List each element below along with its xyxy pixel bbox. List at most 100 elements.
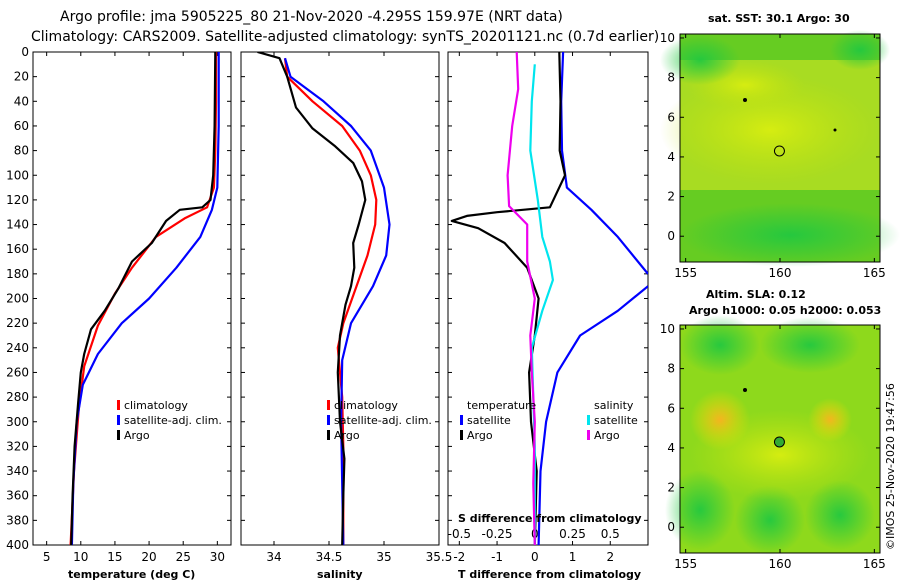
- series-line-satellite-adj-clim-: [283, 57, 391, 545]
- depth-tick-label: 340: [6, 464, 29, 478]
- x-tick-label: 35: [376, 550, 391, 564]
- depth-tick-label: 240: [6, 341, 29, 355]
- map-x-tick-label: 160: [769, 557, 792, 571]
- map-x-tick-label: 160: [769, 266, 792, 280]
- salinity-panel-frame: [240, 51, 440, 546]
- depth-tick-label: 60: [14, 119, 29, 133]
- difference-panel: -2 -1 0 1 2-0.5 -0.25 0 0.25 0.5: [448, 51, 648, 564]
- legend-swatch-t-satellite: [460, 415, 463, 425]
- difference-x2label: S difference from climatology: [458, 512, 642, 525]
- legend-swatch-argo: [117, 430, 120, 440]
- temperature-panel: 5 10 15 20 25 30: [33, 51, 231, 564]
- series-line-t-satellite-lower: [537, 285, 648, 545]
- island-marker: [743, 98, 747, 102]
- legend-label-s-satellite: satellite: [594, 414, 638, 427]
- x-tick-label: 34: [266, 550, 281, 564]
- x-tick-label: 15: [107, 550, 122, 564]
- map-x-tick-label: 165: [863, 266, 886, 280]
- island-marker: [743, 388, 747, 392]
- depth-tick-labels: 0 20 40 60 80 100 120 140 160 180 200 220 240 260 280 3…: [6, 45, 29, 552]
- legend-label-argo: Argo: [334, 429, 360, 442]
- x-tick-label: 34.5: [316, 550, 343, 564]
- legend-label-t-argo: Argo: [467, 429, 493, 442]
- legend-swatch-climatology: [327, 400, 330, 410]
- legend-label-s-argo: Argo: [594, 429, 620, 442]
- map-y-tick-label: 2: [667, 481, 675, 495]
- sla-low-patch: [805, 480, 875, 550]
- legend-swatch-climatology: [117, 400, 120, 410]
- series-line-climatology: [69, 52, 218, 545]
- x-tick-label: -2: [453, 550, 465, 564]
- x-tick-label: 1: [569, 550, 577, 564]
- map-y-tick-label: 6: [667, 401, 675, 415]
- sla-argo-location-marker: [773, 436, 785, 448]
- series-line-argo: [257, 52, 367, 545]
- map-y-tick-label: 10: [660, 31, 675, 45]
- salinity-legend: climatology satellite-adj. clim. Argo: [327, 399, 432, 442]
- x2-tick-label: -0.25: [482, 527, 513, 541]
- x-tick-label: 35.5: [426, 550, 453, 564]
- depth-tick-label: 80: [14, 144, 29, 158]
- series-group: [69, 52, 220, 545]
- header-line-1: Argo profile: jma 5905225_80 21-Nov-2020…: [60, 9, 563, 25]
- series-group: [257, 52, 391, 545]
- legend-title-temperature: temperature: [467, 399, 536, 412]
- x-tick-label: 10: [73, 550, 88, 564]
- map-y-tick-label: 8: [667, 71, 675, 85]
- legend-label-climatology: climatology: [124, 399, 188, 412]
- temperature-xlabel: temperature (deg C): [68, 568, 195, 580]
- sst-cool-patch: [680, 203, 900, 267]
- legend-label-argo: Argo: [124, 429, 150, 442]
- legend-swatch-satellite: [327, 415, 330, 425]
- map-y-tick-label: 2: [667, 190, 675, 204]
- legend-swatch-satellite: [117, 415, 120, 425]
- legend-label-satellite: satellite-adj. clim.: [334, 414, 432, 427]
- depth-tick-label: 100: [6, 168, 29, 182]
- map-y-tick-label: 8: [667, 362, 675, 376]
- depth-tick-label: 280: [6, 390, 29, 404]
- map-y-tick-label: 4: [667, 150, 675, 164]
- depth-tick-label: 260: [6, 365, 29, 379]
- header-line-2: Climatology: CARS2009. Satellite-adjuste…: [31, 29, 659, 45]
- x-tick-label: 0: [531, 550, 539, 564]
- x-tick-label: -1: [491, 550, 503, 564]
- legend-title-salinity: salinity: [594, 399, 634, 412]
- map-x-tick-label: 155: [674, 266, 697, 280]
- x-tick-label: 2: [606, 550, 614, 564]
- difference-legend: temperature satellite Argo salinity sate…: [460, 399, 638, 442]
- island-marker: [833, 128, 837, 132]
- sst-cool-patch: [830, 30, 890, 70]
- legend-label-t-satellite: satellite: [467, 414, 511, 427]
- sst-map-ticks: 155 160 165 0 2 4 6 8 10: [660, 31, 886, 280]
- depth-tick-label: 320: [6, 439, 29, 453]
- difference-xlabel: T difference from climatology: [458, 568, 641, 580]
- sla-map: [665, 315, 881, 555]
- map-x-tick-label: 155: [674, 557, 697, 571]
- x-tick-label: 30: [210, 550, 225, 564]
- legend-swatch-argo: [327, 430, 330, 440]
- map-y-tick-label: 0: [667, 520, 675, 534]
- depth-tick-label: 380: [6, 513, 29, 527]
- difference-panel-frame: [447, 51, 649, 546]
- sla-low-patch: [735, 485, 805, 555]
- sla-low-patch: [665, 470, 735, 550]
- sla-map-title-2: Argo h1000: 0.05 h2000: 0.053: [689, 304, 881, 317]
- legend-swatch-t-argo: [460, 430, 463, 440]
- x2-tick-label: 0.5: [601, 527, 620, 541]
- sst-argo-location-marker: [773, 145, 785, 157]
- series-line-t-satellite: [560, 52, 648, 275]
- sla-mid-patch: [690, 410, 870, 500]
- temperature-panel-frame: [32, 51, 232, 546]
- legend-swatch-s-satellite: [587, 415, 590, 425]
- map-y-tick-label: 10: [660, 322, 675, 336]
- series-group: [450, 52, 648, 545]
- depth-tick-label: 220: [6, 316, 29, 330]
- depth-tick-label: 40: [14, 94, 29, 108]
- legend-label-satellite: satellite-adj. clim.: [124, 414, 222, 427]
- sst-map: [660, 30, 900, 267]
- depth-tick-label: 140: [6, 218, 29, 232]
- x2-tick-label: -0.5: [448, 527, 471, 541]
- depth-tick-label: 160: [6, 242, 29, 256]
- legend-label-climatology: climatology: [334, 399, 398, 412]
